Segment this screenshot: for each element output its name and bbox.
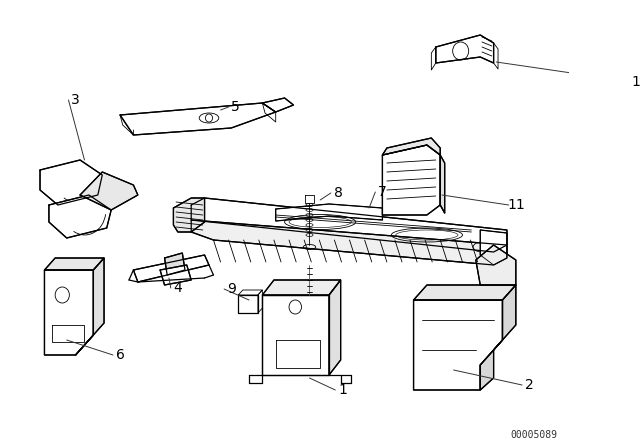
Polygon shape <box>191 220 507 265</box>
Polygon shape <box>413 285 516 300</box>
Polygon shape <box>44 258 104 270</box>
Polygon shape <box>160 265 191 285</box>
Text: 00005089: 00005089 <box>510 430 557 440</box>
Polygon shape <box>80 172 138 210</box>
Polygon shape <box>480 285 516 390</box>
Polygon shape <box>120 103 276 135</box>
Polygon shape <box>76 258 104 355</box>
Polygon shape <box>383 138 440 155</box>
Text: 3: 3 <box>71 93 80 107</box>
Polygon shape <box>191 198 507 252</box>
Text: 7: 7 <box>378 185 387 199</box>
Text: 11: 11 <box>507 198 525 212</box>
Polygon shape <box>329 280 340 375</box>
Polygon shape <box>262 295 329 375</box>
Text: 1: 1 <box>338 383 347 397</box>
Text: 5: 5 <box>231 100 240 114</box>
Polygon shape <box>164 253 185 275</box>
Polygon shape <box>40 160 102 205</box>
Text: 9: 9 <box>227 282 236 296</box>
Polygon shape <box>383 145 440 215</box>
Text: 10: 10 <box>632 75 640 89</box>
Polygon shape <box>173 198 205 232</box>
Polygon shape <box>476 245 516 285</box>
Text: 4: 4 <box>173 281 182 295</box>
Polygon shape <box>238 295 258 313</box>
Polygon shape <box>436 35 493 63</box>
Polygon shape <box>262 98 294 112</box>
Polygon shape <box>49 195 111 238</box>
Polygon shape <box>440 155 445 213</box>
Polygon shape <box>44 270 93 355</box>
Text: 2: 2 <box>525 378 534 392</box>
Polygon shape <box>480 230 507 265</box>
Polygon shape <box>133 255 209 282</box>
Polygon shape <box>413 300 502 390</box>
Text: 8: 8 <box>333 186 342 200</box>
Polygon shape <box>276 204 383 221</box>
Text: 6: 6 <box>116 348 125 362</box>
Polygon shape <box>262 280 340 295</box>
